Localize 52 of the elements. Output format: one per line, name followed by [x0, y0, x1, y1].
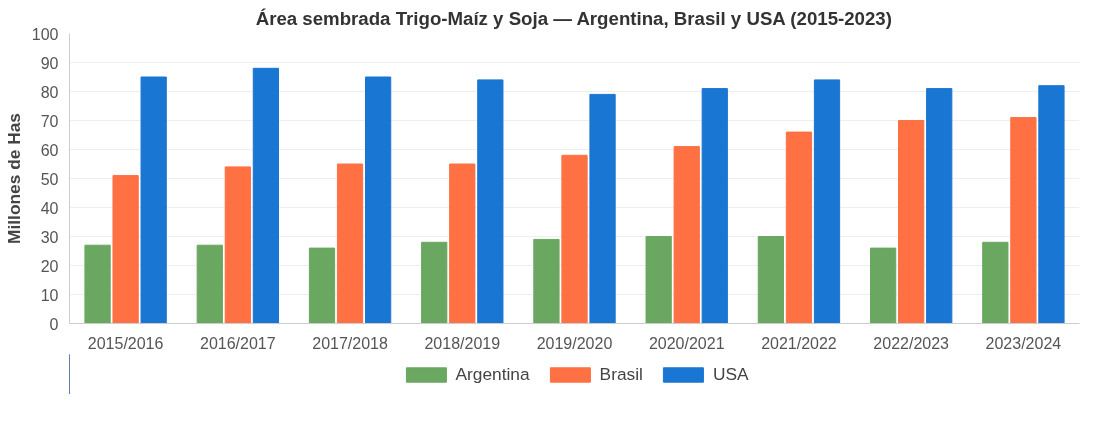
y-tick-label: 100: [31, 25, 59, 43]
bar: [1010, 117, 1037, 324]
y-tick-label: 30: [40, 228, 59, 246]
bar: [1038, 85, 1065, 324]
x-tick-label: 2015/2016: [87, 334, 164, 352]
bar: [757, 236, 785, 324]
bar: [869, 247, 897, 324]
bar: [140, 76, 167, 324]
bar: [336, 163, 364, 324]
x-tick-label: 2017/2018: [312, 334, 388, 352]
x-tick-label: 2021/2022: [761, 334, 837, 352]
y-tick-label: 60: [40, 141, 59, 159]
chart-title: Área sembrada Trigo-Maíz y Soja — Argentina, Brasil y USA (2015-2023): [255, 7, 892, 29]
x-tick-label: 2019/2020: [536, 334, 613, 352]
y-tick-label: 70: [40, 112, 59, 130]
bar: [112, 175, 139, 324]
y-tick-label: 40: [40, 199, 59, 217]
y-tick-label: 10: [40, 286, 59, 304]
bar: [224, 166, 251, 324]
bar: [673, 146, 700, 324]
x-tick-label: 2018/2019: [424, 334, 501, 352]
y-tick-label: 0: [49, 315, 59, 333]
bar: [308, 247, 336, 324]
bar: [421, 241, 448, 324]
bar: [364, 76, 392, 324]
y-axis-title: Millones de Has: [3, 113, 24, 244]
bar: [533, 238, 560, 324]
legend-label: USA: [712, 363, 749, 385]
y-tick-label: 80: [40, 83, 59, 101]
bar: [449, 163, 476, 324]
bar: [477, 79, 504, 324]
bar: [84, 244, 111, 324]
bar: [813, 79, 841, 324]
y-tick-label: 90: [40, 54, 59, 72]
bar: [898, 120, 925, 324]
bar: [926, 88, 953, 324]
bar: [982, 241, 1009, 324]
bar: [589, 93, 616, 324]
bar: [645, 236, 672, 324]
y-tick-label: 50: [40, 170, 59, 188]
legend-label: Argentina: [455, 363, 530, 385]
x-tick-label: 2022/2023: [873, 334, 950, 352]
bar: [701, 88, 728, 324]
x-tick-label: 2016/2017: [200, 334, 276, 352]
y-tick-label: 20: [40, 257, 59, 275]
bar: [785, 131, 813, 324]
bar: [252, 67, 280, 324]
x-tick-label: 2020/2021: [648, 334, 725, 352]
legend-label: Brasil: [599, 363, 643, 385]
x-tick-label: 2023/2024: [985, 334, 1062, 352]
bar: [196, 244, 223, 324]
bar: [561, 154, 588, 324]
